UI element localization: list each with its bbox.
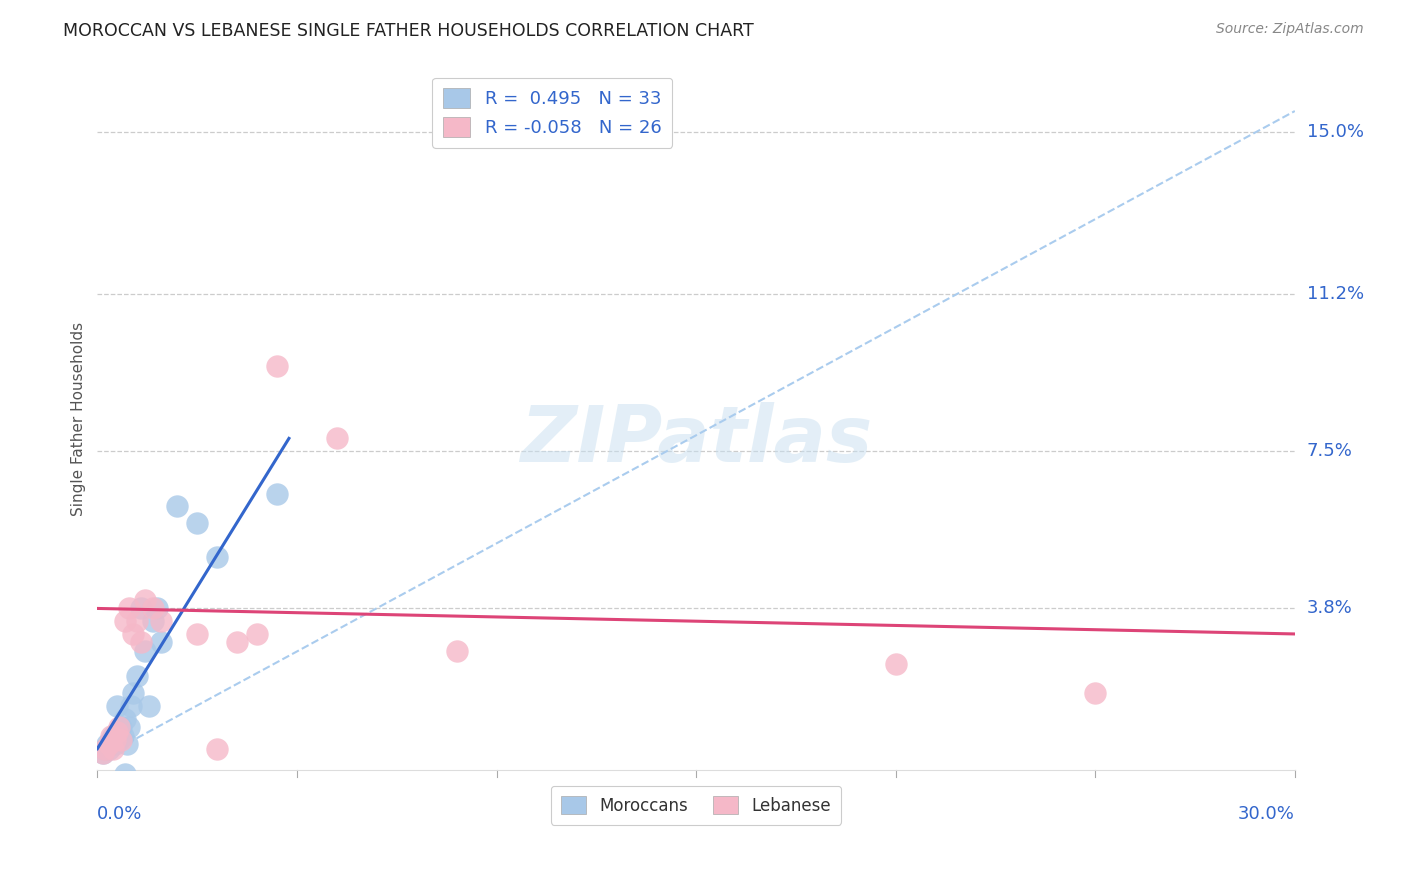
- Point: [129, 601, 152, 615]
- Point: [105, 724, 128, 739]
- Point: [108, 721, 131, 735]
- Point: [266, 359, 288, 373]
- Point: [122, 686, 145, 700]
- Point: [129, 635, 152, 649]
- Point: [150, 614, 173, 628]
- Point: [120, 699, 142, 714]
- Point: [98, 738, 121, 752]
- Point: [134, 644, 156, 658]
- Text: 30.0%: 30.0%: [1239, 805, 1295, 823]
- Point: [91, 746, 114, 760]
- Legend: Moroccans, Lebanese: Moroccans, Lebanese: [551, 786, 841, 825]
- Point: [94, 741, 117, 756]
- Text: 11.2%: 11.2%: [1306, 285, 1364, 303]
- Point: [127, 614, 149, 628]
- Point: [105, 776, 128, 790]
- Point: [150, 635, 173, 649]
- Point: [146, 601, 169, 615]
- Point: [134, 776, 156, 790]
- Point: [110, 721, 132, 735]
- Point: [186, 516, 208, 531]
- Point: [98, 741, 121, 756]
- Point: [134, 593, 156, 607]
- Point: [105, 724, 128, 739]
- Text: MOROCCAN VS LEBANESE SINGLE FATHER HOUSEHOLDS CORRELATION CHART: MOROCCAN VS LEBANESE SINGLE FATHER HOUSE…: [63, 22, 754, 40]
- Point: [1084, 686, 1107, 700]
- Point: [110, 733, 132, 747]
- Point: [142, 614, 165, 628]
- Point: [266, 486, 288, 500]
- Text: ZIPatlas: ZIPatlas: [520, 402, 872, 478]
- Point: [226, 635, 249, 649]
- Point: [246, 627, 269, 641]
- Point: [91, 746, 114, 760]
- Point: [118, 721, 141, 735]
- Point: [138, 699, 160, 714]
- Point: [114, 614, 136, 628]
- Point: [103, 741, 125, 756]
- Point: [884, 657, 907, 671]
- Point: [105, 699, 128, 714]
- Point: [114, 712, 136, 726]
- Point: [104, 738, 127, 752]
- Point: [100, 733, 122, 747]
- Point: [127, 669, 149, 683]
- Point: [205, 550, 228, 565]
- Point: [205, 741, 228, 756]
- Point: [112, 729, 135, 743]
- Point: [108, 733, 131, 747]
- Point: [104, 733, 127, 747]
- Text: Source: ZipAtlas.com: Source: ZipAtlas.com: [1216, 22, 1364, 37]
- Point: [117, 738, 139, 752]
- Point: [122, 627, 145, 641]
- Point: [166, 500, 188, 514]
- Point: [94, 741, 117, 756]
- Text: 7.5%: 7.5%: [1306, 442, 1353, 460]
- Point: [122, 776, 145, 790]
- Point: [186, 627, 208, 641]
- Text: 15.0%: 15.0%: [1306, 123, 1364, 141]
- Point: [98, 776, 121, 790]
- Point: [100, 729, 122, 743]
- Point: [96, 738, 118, 752]
- Point: [118, 601, 141, 615]
- Point: [446, 644, 468, 658]
- Y-axis label: Single Father Households: Single Father Households: [72, 322, 86, 516]
- Point: [326, 431, 349, 445]
- Text: 3.8%: 3.8%: [1306, 599, 1353, 617]
- Text: 0.0%: 0.0%: [97, 805, 143, 823]
- Point: [103, 729, 125, 743]
- Point: [114, 767, 136, 781]
- Point: [142, 601, 165, 615]
